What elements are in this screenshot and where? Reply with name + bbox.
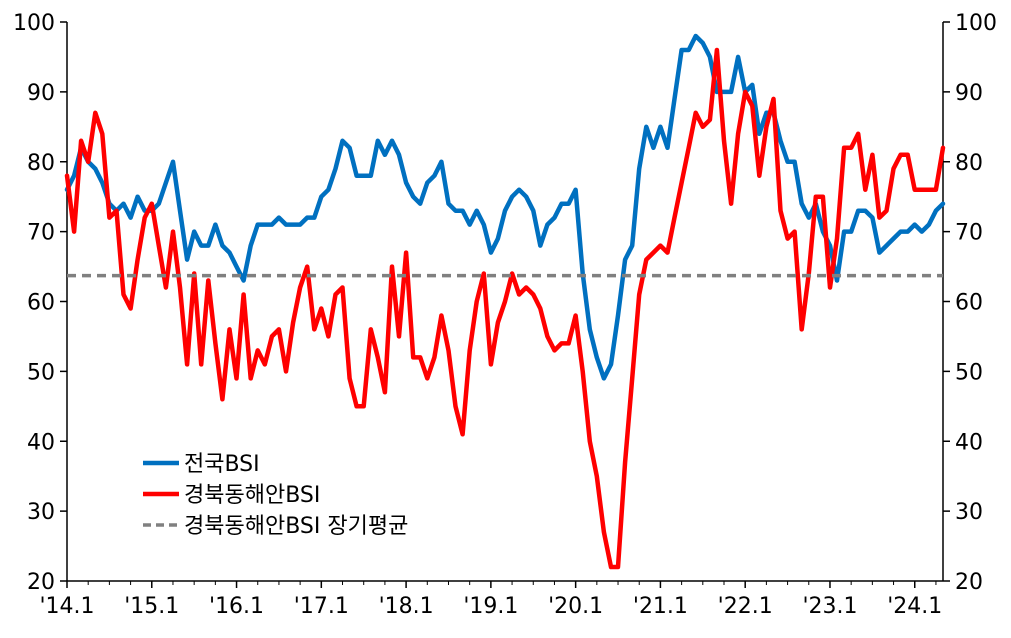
x-tick-label: '23.1 xyxy=(802,594,857,619)
y-tick-label-right: 80 xyxy=(955,151,983,176)
y-tick-label-left: 70 xyxy=(27,221,55,246)
x-tick-label: '21.1 xyxy=(633,594,688,619)
series-line-1 xyxy=(64,47,946,570)
y-tick-label-right: 30 xyxy=(955,500,983,525)
y-tick-label-left: 90 xyxy=(27,81,55,106)
y-tick-label-left: 20 xyxy=(27,570,55,595)
series-lines xyxy=(64,33,946,570)
legend-label-1: 경북동해안BSI xyxy=(184,483,320,508)
legend: 전국BSI 경북동해안BSI 경북동해안BSI 장기평균 xyxy=(143,452,408,539)
y-tick-label-left: 30 xyxy=(27,500,55,525)
series-line-0 xyxy=(64,33,946,381)
y-tick-label-right: 40 xyxy=(955,430,983,455)
y-tick-label-right: 90 xyxy=(955,81,983,106)
x-tick-label: '15.1 xyxy=(124,594,179,619)
x-tick-label: '17.1 xyxy=(294,594,349,619)
y-tick-label-right: 70 xyxy=(955,221,983,246)
y-tick-label-left: 50 xyxy=(27,360,55,385)
y-tick-label-right: 20 xyxy=(955,570,983,595)
legend-label-2: 경북동해안BSI 장기평균 xyxy=(184,514,408,539)
y-tick-label-right: 60 xyxy=(955,291,983,316)
y-tick-label-right: 50 xyxy=(955,360,983,385)
legend-label-0: 전국BSI xyxy=(184,452,260,477)
x-tick-label: '20.1 xyxy=(548,594,603,619)
x-tick-label: '16.1 xyxy=(209,594,264,619)
y-tick-label-left: 100 xyxy=(13,11,55,36)
x-tick-label: '19.1 xyxy=(463,594,518,619)
y-tick-label-left: 80 xyxy=(27,151,55,176)
x-tick-label: '14.1 xyxy=(39,594,94,619)
y-tick-label-left: 60 xyxy=(27,291,55,316)
x-tick-label: '24.1 xyxy=(887,594,942,619)
axes: 20 20 30 30 40 40 50 50 60 60 70 70 80 80 90 90 100 100 '1… xyxy=(13,11,997,619)
x-tick-label: '18.1 xyxy=(379,594,434,619)
x-tick-label: '22.1 xyxy=(718,594,773,619)
y-tick-label-left: 40 xyxy=(27,430,55,455)
y-tick-label-right: 100 xyxy=(955,11,997,36)
